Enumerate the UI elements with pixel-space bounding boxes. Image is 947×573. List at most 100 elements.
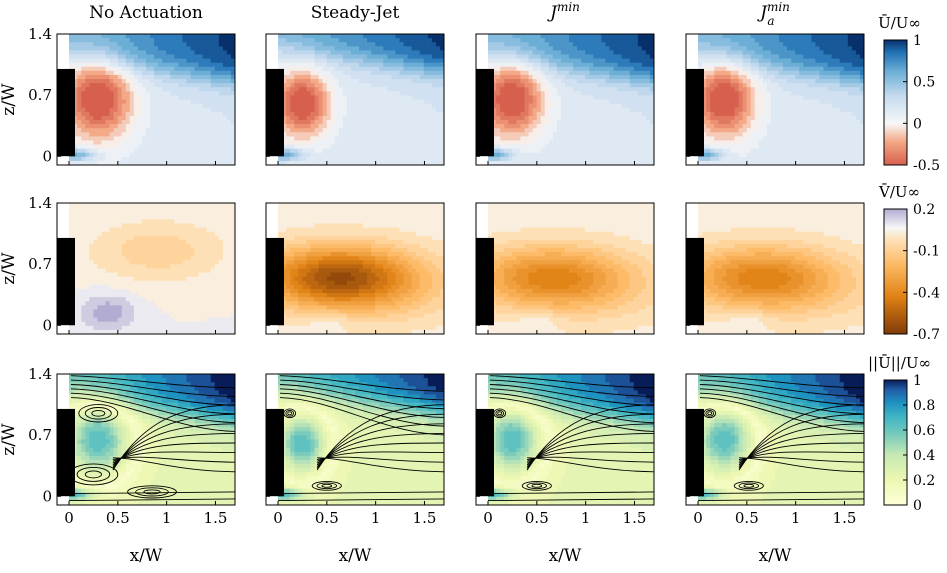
contour-field xyxy=(57,203,235,334)
bluff-body xyxy=(686,408,704,497)
vortex-streamline xyxy=(311,480,342,491)
streamline xyxy=(279,392,444,427)
ground-mask xyxy=(686,496,698,505)
streamline xyxy=(699,388,864,415)
streamline xyxy=(317,457,444,473)
ground-mask xyxy=(476,156,488,165)
panel-r1-c3 xyxy=(475,33,655,166)
ground-mask xyxy=(476,325,488,334)
vortex-streamline xyxy=(531,483,543,488)
column-title: Jmin a xyxy=(757,0,790,28)
colorbar-tick-label: 1 xyxy=(913,373,922,389)
streamline xyxy=(487,498,654,502)
x-tick-label: 0 xyxy=(693,509,703,527)
axes-frame xyxy=(475,202,655,335)
contour-field xyxy=(57,34,235,165)
x-tick-label: 1.5 xyxy=(833,509,857,527)
contour-field xyxy=(686,374,864,505)
upstream-mask xyxy=(476,374,488,409)
vortex-streamline xyxy=(733,480,764,491)
vortex-streamline xyxy=(703,408,717,419)
ground-mask xyxy=(266,325,278,334)
axes-frame xyxy=(56,202,236,335)
ground-mask xyxy=(266,156,278,165)
upstream-mask xyxy=(266,374,278,409)
vortex-streamline xyxy=(321,483,333,488)
upstream-mask xyxy=(686,203,698,238)
column-title: No Actuation xyxy=(89,3,203,23)
colorbar-tick-label: -0.1 xyxy=(913,244,940,260)
bluff-body xyxy=(266,68,284,157)
streamline xyxy=(279,388,444,418)
colorbar-tick-label: 0.2 xyxy=(913,473,935,489)
streamlines xyxy=(487,375,654,502)
vortex-streamline xyxy=(84,407,112,420)
column-title: Jmin xyxy=(547,0,580,23)
vortex-streamline xyxy=(127,485,177,499)
panel-r2-c1: 0 0.7 1.4 z/W xyxy=(0,194,236,335)
streamline xyxy=(70,388,235,415)
upstream-mask xyxy=(57,374,69,409)
x-axis-label: x/W xyxy=(549,546,582,566)
colorbar-tick-label: -0.4 xyxy=(913,285,940,301)
x-tick-label: 1.5 xyxy=(623,509,647,527)
axes-frame xyxy=(685,33,865,166)
bluff-body xyxy=(686,237,704,326)
vortex-streamline xyxy=(287,411,293,416)
streamline xyxy=(489,375,654,389)
streamline xyxy=(70,392,235,424)
vortex-streamline xyxy=(316,482,338,490)
ground-mask xyxy=(266,496,278,505)
vortex-streamline xyxy=(497,411,503,416)
upstream-mask xyxy=(476,203,488,238)
streamline xyxy=(487,491,654,495)
colorbar-tick-label: 0 xyxy=(913,498,922,514)
bluff-body xyxy=(476,68,494,157)
streamline xyxy=(699,379,864,397)
axes-frame xyxy=(685,373,865,506)
vortex-streamline xyxy=(68,463,119,486)
panel-r3-c2: 0 0.5 1 1.5 x/W xyxy=(265,373,445,566)
x-tick-label: 0 xyxy=(273,509,283,527)
axes-frame xyxy=(265,33,445,166)
streamlines xyxy=(277,375,444,502)
contour-field xyxy=(266,203,444,334)
streamline xyxy=(699,375,864,389)
colorbar-tick-label: -0.5 xyxy=(913,158,940,174)
y-axis-label: z/W xyxy=(0,83,19,116)
vortex-streamline xyxy=(526,482,548,490)
axes-frame xyxy=(685,202,865,335)
colorbar-gradient xyxy=(883,208,908,335)
ground-mask xyxy=(476,496,488,505)
streamline xyxy=(489,397,654,432)
x-tick-label: 0.5 xyxy=(525,509,549,527)
streamline xyxy=(70,384,235,406)
axes-frame xyxy=(56,33,236,166)
bluff-body xyxy=(266,408,284,497)
axes-frame xyxy=(265,202,445,335)
colorbar-tick-label: 0.6 xyxy=(913,423,935,439)
y-axis-label: z/W xyxy=(0,423,19,456)
bluff-body xyxy=(57,68,75,157)
axes-frame xyxy=(475,33,655,166)
upstream-mask xyxy=(686,34,698,69)
colorbar-tick-label: 0.8 xyxy=(913,398,935,414)
panel-r1-c4 xyxy=(685,33,865,166)
streamline xyxy=(70,397,235,432)
y-tick-label: 0.7 xyxy=(28,255,52,273)
bluff-body xyxy=(476,237,494,326)
panel-r1-c2 xyxy=(265,33,445,166)
x-tick-label: 1.5 xyxy=(413,509,437,527)
streamline xyxy=(489,388,654,415)
streamline xyxy=(68,498,235,502)
colorbar-tick-label: 1 xyxy=(913,33,922,49)
bluff-body xyxy=(57,237,75,326)
colorbar-tick-label: -0.7 xyxy=(913,327,940,343)
streamlines xyxy=(68,375,235,502)
panel-r3-c1: 0 0.7 1.4 0 0.5 1 1.5 z/W x/W xyxy=(0,365,236,566)
y-axis-label: z/W xyxy=(0,252,19,285)
colorbar-gradient xyxy=(883,39,908,166)
colorbar-tick-label: 0.2 xyxy=(913,202,935,218)
colorbar-tick-label: 0.4 xyxy=(913,448,935,464)
